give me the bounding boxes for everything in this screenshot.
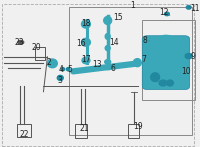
Ellipse shape — [159, 80, 167, 86]
Text: 1: 1 — [130, 1, 135, 10]
Text: 18: 18 — [81, 19, 90, 28]
Text: 15: 15 — [113, 13, 122, 22]
Ellipse shape — [166, 80, 173, 86]
Bar — [17, 124, 31, 137]
Ellipse shape — [133, 59, 141, 67]
Ellipse shape — [47, 59, 57, 68]
Circle shape — [165, 12, 169, 16]
Text: 13: 13 — [93, 60, 102, 69]
Text: 22: 22 — [20, 130, 29, 139]
Text: 3: 3 — [58, 76, 63, 85]
Text: 8: 8 — [143, 36, 148, 45]
Text: 20: 20 — [31, 43, 41, 52]
Text: 16: 16 — [76, 39, 85, 48]
Bar — [35, 47, 45, 60]
Circle shape — [185, 54, 192, 59]
Bar — [128, 124, 139, 138]
Ellipse shape — [81, 20, 90, 28]
Circle shape — [186, 6, 191, 9]
Ellipse shape — [105, 46, 110, 51]
Ellipse shape — [81, 38, 90, 46]
Text: 17: 17 — [81, 55, 90, 64]
Ellipse shape — [61, 68, 65, 71]
Text: 6: 6 — [110, 64, 115, 73]
Ellipse shape — [105, 60, 111, 64]
Text: 4: 4 — [58, 65, 63, 74]
Ellipse shape — [151, 73, 160, 82]
Text: 9: 9 — [191, 52, 195, 61]
Ellipse shape — [104, 16, 112, 24]
Text: 7: 7 — [142, 55, 147, 64]
Ellipse shape — [18, 40, 24, 44]
Text: 23: 23 — [14, 38, 24, 47]
Text: 12: 12 — [159, 8, 169, 17]
Text: 14: 14 — [109, 38, 118, 47]
Ellipse shape — [105, 34, 110, 39]
Text: 19: 19 — [133, 122, 143, 131]
Bar — [75, 124, 87, 138]
FancyBboxPatch shape — [142, 36, 190, 90]
Ellipse shape — [156, 35, 176, 46]
Text: 2: 2 — [46, 58, 51, 67]
Text: 10: 10 — [181, 67, 191, 76]
Text: 21: 21 — [79, 124, 89, 133]
Ellipse shape — [82, 57, 90, 64]
Text: 11: 11 — [190, 4, 199, 13]
Ellipse shape — [57, 75, 63, 80]
Ellipse shape — [66, 68, 70, 71]
Text: 5: 5 — [68, 65, 73, 74]
